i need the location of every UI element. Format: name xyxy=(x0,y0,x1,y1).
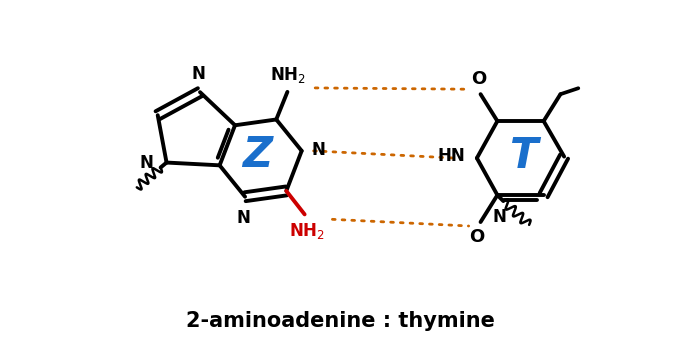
Text: N: N xyxy=(140,154,154,172)
Text: NH$_2$: NH$_2$ xyxy=(269,65,305,85)
Text: N: N xyxy=(492,208,507,226)
Text: Z: Z xyxy=(241,134,272,176)
Text: T: T xyxy=(510,135,539,177)
Text: NH$_2$: NH$_2$ xyxy=(289,221,324,241)
Text: N: N xyxy=(191,65,205,83)
Text: O: O xyxy=(469,228,484,246)
Text: N: N xyxy=(236,209,250,227)
Text: N: N xyxy=(311,141,326,159)
Text: O: O xyxy=(471,70,486,88)
Text: HN: HN xyxy=(437,147,465,165)
Text: 2-aminoadenine : thymine: 2-aminoadenine : thymine xyxy=(186,311,494,331)
